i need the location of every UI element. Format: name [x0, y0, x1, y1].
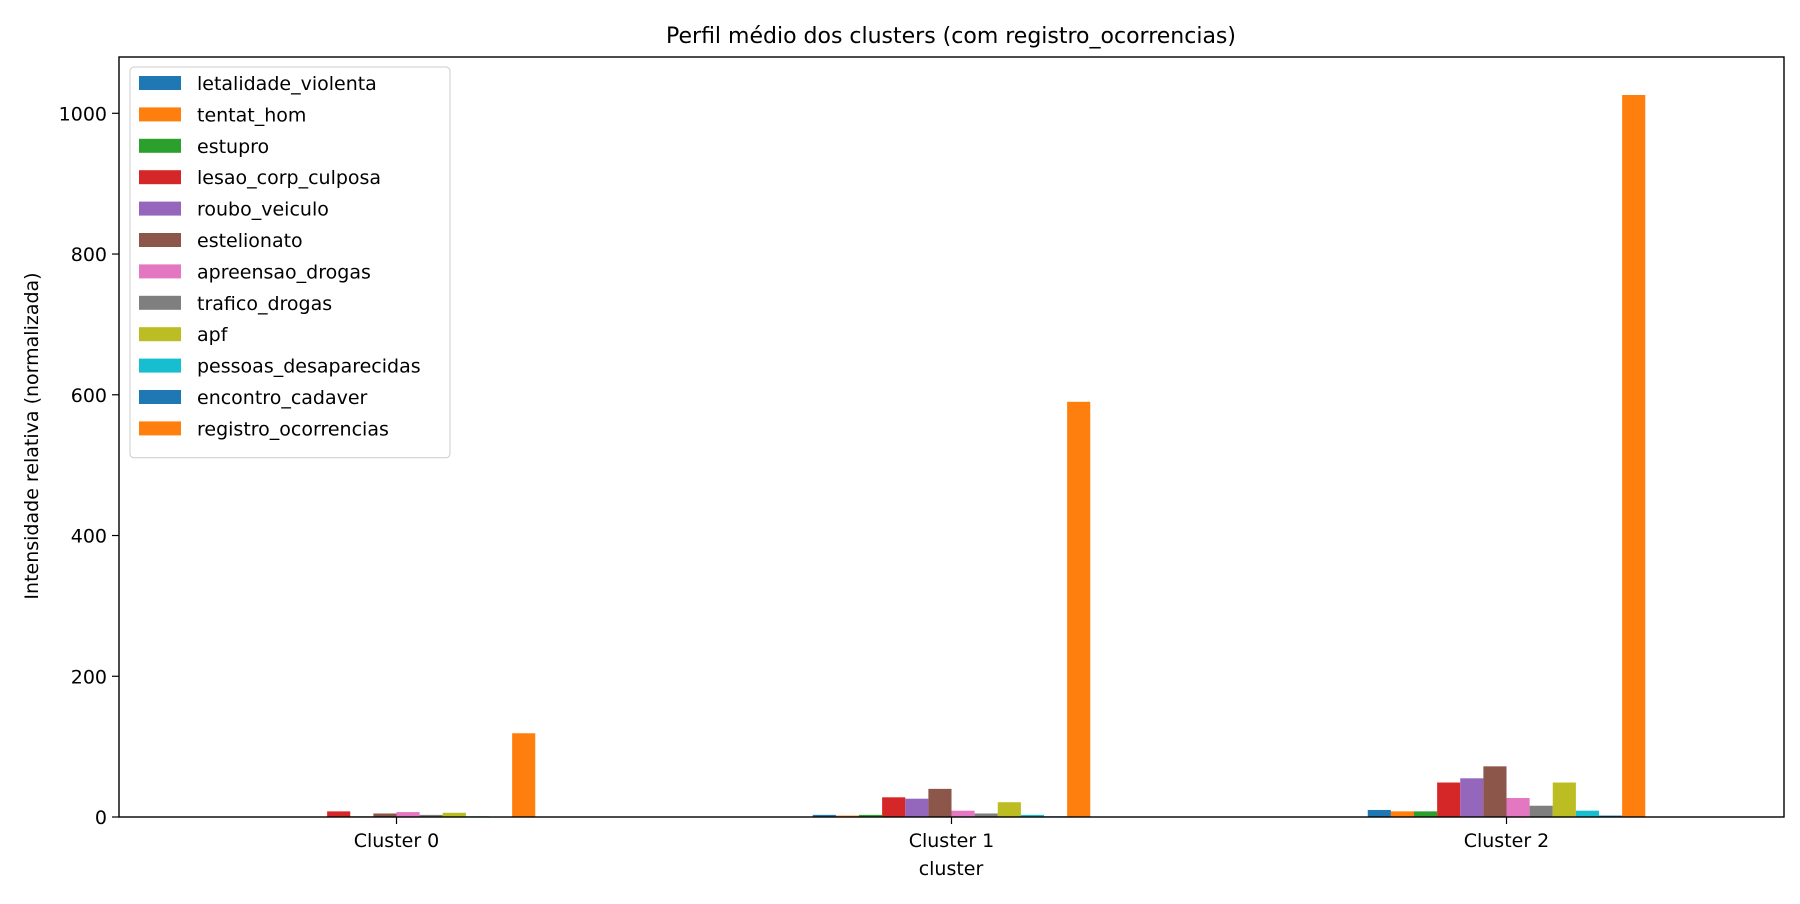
legend-label-estelionato: estelionato: [197, 230, 303, 252]
legend-swatch-roubo_veiculo: [139, 202, 181, 216]
bar-trafico_drogas-cluster-2: [1530, 806, 1553, 817]
legend-swatch-tentat_hom: [139, 107, 181, 121]
y-tick-label: 400: [71, 526, 107, 548]
x-tick-label: Cluster 0: [354, 830, 440, 852]
x-tick-label: Cluster 2: [1464, 830, 1550, 852]
x-tick-label: Cluster 1: [909, 830, 995, 852]
legend-swatch-pessoas_desaparecidas: [139, 359, 181, 373]
legend-swatch-lesao_corp_culposa: [139, 170, 181, 184]
x-axis-label: cluster: [919, 858, 984, 880]
bar-apreensao_drogas-cluster-0: [397, 812, 420, 817]
legend-label-estupro: estupro: [197, 136, 269, 158]
legend-label-apf: apf: [197, 324, 229, 346]
bar-lesao_corp_culposa-cluster-2: [1437, 783, 1460, 817]
bar-apf-cluster-1: [998, 802, 1021, 817]
legend-swatch-trafico_drogas: [139, 296, 181, 310]
y-tick-label: 600: [71, 385, 107, 407]
bar-lesao_corp_culposa-cluster-0: [327, 811, 350, 817]
legend-swatch-apreensao_drogas: [139, 264, 181, 278]
legend-label-letalidade_violenta: letalidade_violenta: [197, 73, 377, 95]
legend-label-lesao_corp_culposa: lesao_corp_culposa: [197, 167, 381, 189]
y-tick-label: 1000: [59, 103, 107, 125]
x-axis-ticks: Cluster 0 Cluster 1 Cluster 2: [354, 817, 1550, 852]
legend-label-trafico_drogas: trafico_drogas: [197, 293, 332, 315]
legend-label-tentat_hom: tentat_hom: [197, 104, 306, 126]
y-tick-label: 800: [71, 244, 107, 266]
legend-swatch-estupro: [139, 139, 181, 153]
legend-swatch-encontro_cadaver: [139, 390, 181, 404]
y-tick-label: 200: [71, 666, 107, 688]
legend-label-apreensao_drogas: apreensao_drogas: [197, 261, 371, 283]
bar-estupro-cluster-2: [1414, 811, 1437, 817]
y-axis-label: Intensidade relativa (normalizada): [21, 272, 43, 599]
y-tick-label: 0: [95, 807, 107, 829]
bar-estelionato-cluster-1: [928, 789, 951, 817]
bar-apf-cluster-2: [1553, 783, 1576, 817]
bar-registro_ocorrencias-cluster-1: [1067, 402, 1090, 817]
legend-label-pessoas_desaparecidas: pessoas_desaparecidas: [197, 356, 421, 378]
bar-pessoas_desaparecidas-cluster-2: [1576, 811, 1599, 817]
bar-apreensao_drogas-cluster-2: [1507, 798, 1530, 817]
bar-roubo_veiculo-cluster-2: [1460, 778, 1483, 817]
bars-group: [258, 95, 1646, 817]
legend-swatch-apf: [139, 327, 181, 341]
bar-roubo_veiculo-cluster-1: [905, 799, 928, 817]
bar-letalidade_violenta-cluster-2: [1368, 810, 1391, 817]
bar-lesao_corp_culposa-cluster-1: [882, 797, 905, 817]
legend-label-encontro_cadaver: encontro_cadaver: [197, 387, 368, 409]
bar-registro_ocorrencias-cluster-2: [1622, 95, 1645, 817]
legend-swatch-letalidade_violenta: [139, 76, 181, 90]
legend-swatch-registro_ocorrencias: [139, 421, 181, 435]
bar-registro_ocorrencias-cluster-0: [512, 733, 535, 817]
y-axis-ticks: 0 200 400 600 800 1000: [59, 103, 119, 829]
legend-label-roubo_veiculo: roubo_veiculo: [197, 199, 329, 221]
bar-tentat_hom-cluster-2: [1391, 811, 1414, 817]
bar-estelionato-cluster-2: [1483, 766, 1506, 817]
bar-apreensao_drogas-cluster-1: [952, 811, 975, 817]
legend-swatch-estelionato: [139, 233, 181, 247]
legend-label-registro_ocorrencias: registro_ocorrencias: [197, 418, 389, 440]
chart-title: Perfil médio dos clusters (com registro_…: [666, 24, 1236, 49]
